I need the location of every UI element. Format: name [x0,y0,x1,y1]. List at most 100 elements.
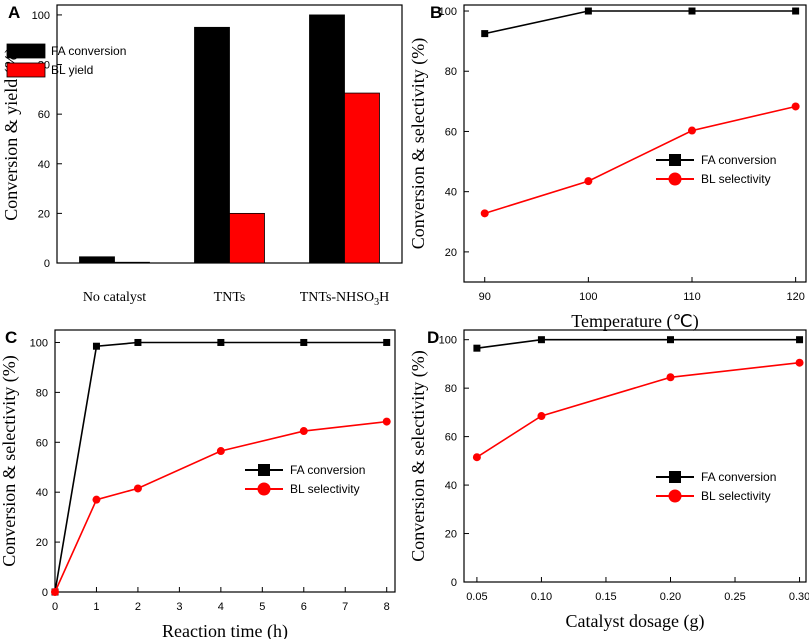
y-tick-label-c: 20 [36,537,48,549]
plot-frame-b [463,4,807,283]
x-tick-label-c: 8 [384,601,390,613]
legend-label-d: BL selectivity [701,489,771,503]
legend-marker-circle-d [668,489,682,503]
panel-a: A020406080100Conversion & yield (%)No ca… [1,3,403,308]
x-category-label: TNTs-NHSO3H [300,290,390,308]
y-tick-label-d: 60 [445,432,457,444]
data-point-fa-conversion [92,342,100,350]
x-category-label: No catalyst [83,290,146,305]
panel-b: B 20 40 60 80 100 Conversion & selectivity (%)… [408,3,807,332]
legend-label-c: BL selectivity [290,482,360,496]
panel-letter-d: D [427,328,439,347]
y-tick-label-b: 20 [445,247,457,259]
series-line-fa-conversion [484,10,796,35]
x-axis-title-c: Reaction time (h) [162,621,288,639]
data-point-bl-selectivity [51,588,59,596]
data-point-bl-selectivity [92,495,101,504]
bar-fa-conversion [309,14,345,264]
y-axis-title-c: Conversion & selectivity (%) [0,355,20,566]
x-tick-label-d: 0.15 [595,591,616,603]
data-point-bl-selectivity [791,102,800,111]
legend-label-b: FA conversion [701,153,776,167]
data-point-bl-selectivity [472,453,481,462]
series-line-bl-selectivity [54,420,387,593]
x-tick-label-d: 0.20 [660,591,681,603]
x-axis-title-d: Catalyst dosage (g) [566,611,705,632]
data-point-fa-conversion [537,336,545,344]
bar-bl-yield [114,261,150,264]
y-tick-label-a: 40 [38,159,50,171]
data-point-bl-selectivity [666,373,675,382]
y-tick-label-d: 100 [439,335,457,347]
y-axis-title-b: Conversion & selectivity (%) [408,38,429,249]
x-tick-label-c: 6 [301,601,307,613]
bar-bl-yield [344,92,380,264]
x-tick-label-c: 3 [176,601,182,613]
y-tick-label-d: 40 [445,480,457,492]
data-point-bl-selectivity [688,126,696,135]
data-point-fa-conversion [134,338,142,346]
x-tick-label-c: 4 [218,601,224,613]
legend-marker-square-c [258,464,270,476]
data-point-fa-conversion [792,7,800,15]
y-tick-label-a: 20 [38,208,50,220]
data-point-bl-selectivity [795,358,804,367]
data-point-fa-conversion [300,338,308,346]
x-tick-label-d: 0.10 [531,591,552,603]
legend-label-a: FA conversion [51,44,126,58]
legend-label-a: BL yield [51,63,93,77]
y-tick-label-d: 80 [445,383,457,395]
x-tick-label-b: 110 [683,291,701,303]
data-point-bl-selectivity [584,177,593,186]
data-point-bl-selectivity [480,209,489,218]
legend-marker-square-b [669,154,681,166]
x-category-label-part: No catalyst [83,290,146,305]
data-point-bl-selectivity [216,447,225,456]
legend-swatch-a [6,43,46,59]
x-tick-label-d: 0.05 [466,591,487,603]
legend-label-c: FA conversion [290,463,365,477]
y-tick-label-a: 0 [44,258,50,270]
bar-bl-yield [229,212,265,264]
panel-d: D 0 20 40 60 80 100 Conversion & selectivity (%… [408,328,809,632]
legend-label-b: BL selectivity [701,172,771,186]
data-point-fa-conversion [796,336,804,344]
x-tick-label-c: 5 [259,601,265,613]
series-line-bl-selectivity [484,105,796,215]
x-tick-label-c: 7 [342,601,348,613]
y-tick-label-b: 40 [445,187,457,199]
x-tick-label-c: 2 [135,601,141,613]
y-tick-label-a: 60 [38,109,50,121]
x-tick-label-d: 0.25 [724,591,745,603]
y-axis-title-a: Conversion & yield (%) [1,47,22,220]
legend-label-d: FA conversion [701,470,776,484]
data-point-bl-selectivity [133,484,142,493]
series-line-fa-conversion [476,338,800,349]
y-tick-label-c: 100 [30,337,48,349]
x-tick-label-c: 1 [93,601,99,613]
y-tick-label-c: 40 [36,487,48,499]
y-tick-label-c: 60 [36,437,48,449]
y-tick-label-d: 0 [451,577,457,589]
legend-marker-circle-c [257,482,271,496]
y-tick-label-b: 80 [445,66,457,78]
y-tick-label-c: 0 [42,587,48,599]
data-point-fa-conversion [217,338,225,346]
bar-fa-conversion [194,26,230,264]
data-point-bl-selectivity [537,412,546,421]
y-tick-label-a: 100 [32,10,50,22]
x-category-label-part: H [379,290,389,305]
x-category-label-part: TNTs-NHSO [300,290,374,305]
legend-marker-square-d [669,471,681,483]
series-line-fa-conversion [54,341,387,593]
data-point-bl-selectivity [382,417,391,426]
x-tick-label-d: 0.30 [789,591,809,603]
bar-fa-conversion [79,256,115,264]
x-tick-label-b: 100 [579,291,597,303]
x-tick-label-b: 120 [786,291,804,303]
y-tick-label-b: 100 [439,6,457,18]
x-tick-label-b: 90 [479,291,491,303]
x-axis-title-b: Temperature (℃) [571,311,698,332]
y-axis-title-d: Conversion & selectivity (%) [408,350,429,561]
